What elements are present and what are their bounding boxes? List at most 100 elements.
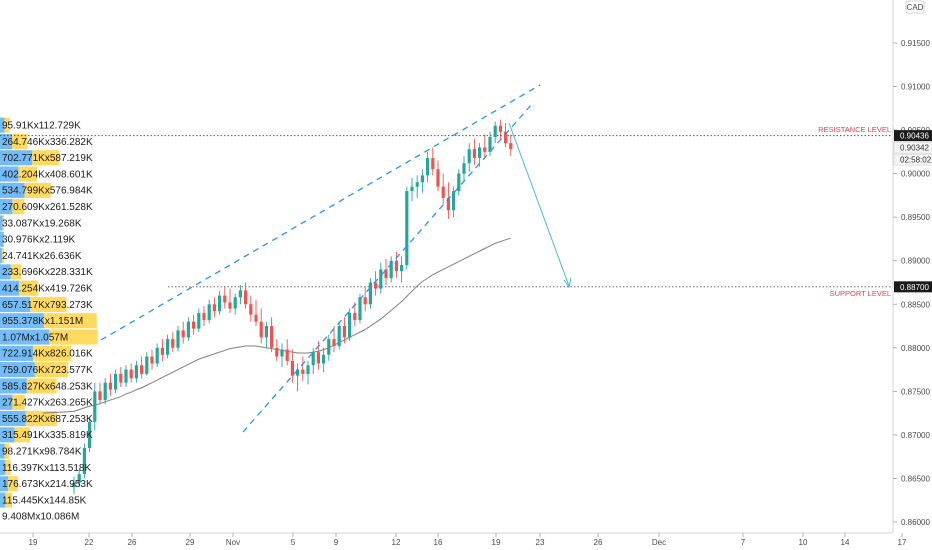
candle-body <box>478 147 482 158</box>
candle-body <box>379 269 383 289</box>
price-tick-label: 0.88500 <box>901 300 930 309</box>
vp-buy-bar <box>0 150 33 166</box>
currency-badge: CAD <box>905 0 925 14</box>
vp-sell-bar <box>5 459 11 475</box>
candle-body <box>358 297 362 320</box>
candle-body <box>342 326 346 338</box>
candle-body <box>176 330 180 348</box>
candle-body <box>238 290 242 298</box>
candle-body <box>374 282 378 289</box>
time-tick-label: 26 <box>128 538 137 547</box>
vp-sell-bar <box>24 182 52 198</box>
vp-label: 9.408Mx10.086M <box>2 512 79 523</box>
vp-label: 722.914Kx826.016K <box>2 349 93 360</box>
vp-sell-bar <box>5 492 12 508</box>
candle-body <box>441 186 445 198</box>
candle-body <box>446 197 450 211</box>
candle-body <box>72 482 76 488</box>
vp-buy-bar <box>0 264 11 280</box>
candle-body <box>420 175 424 183</box>
price-tags: 0.90436 0.90342 02:58:02 0.88700 <box>893 130 932 293</box>
candle-body <box>483 147 487 152</box>
candle-body <box>363 297 367 305</box>
vp-sell-bar <box>14 427 30 443</box>
time-tick-label: 17 <box>898 538 907 547</box>
vp-sell-bar <box>49 329 98 345</box>
volume-profile <box>0 117 98 508</box>
price-tag-box <box>893 153 932 166</box>
candle-body <box>389 260 393 279</box>
price-tag-label: 02:58:02 <box>900 156 932 165</box>
vp-buy-bar <box>0 133 13 149</box>
candle-body <box>160 347 164 355</box>
candle-body <box>202 312 206 320</box>
vp-buy-bar <box>0 345 34 361</box>
candle-body <box>415 182 419 187</box>
vp-label: 657.517Kx793.273K <box>2 300 93 311</box>
candle-body <box>436 169 440 187</box>
candle-body <box>249 304 253 315</box>
time-tick-label: 16 <box>434 538 443 547</box>
price-tag-label: 0.90436 <box>900 132 929 141</box>
currency-badge-box <box>905 0 925 14</box>
candle-body <box>400 265 404 272</box>
vp-label: 759.076Kx723.577K <box>2 365 93 376</box>
candle-body <box>368 282 372 305</box>
candle-body <box>218 295 222 312</box>
time-tick-label: 14 <box>841 538 850 547</box>
price-axis[interactable]: 0.86000 0.86500 0.87000 0.87500 0.88000 0.885… <box>892 0 932 550</box>
ma-line <box>42 237 511 414</box>
vp-sell-bar <box>32 150 60 166</box>
vp-label: 115.445Kx144.85K <box>2 495 87 506</box>
vp-buy-bar <box>0 411 26 427</box>
vp-sell-bar <box>33 345 72 361</box>
vp-buy-bar <box>0 492 6 508</box>
time-tick-label: 29 <box>186 538 195 547</box>
vp-buy-bar <box>0 117 5 133</box>
candle-body <box>114 373 118 390</box>
candle-body <box>140 365 144 374</box>
vp-sell-bar <box>4 443 10 459</box>
vp-label: 24.741Kx26.636K <box>2 251 82 262</box>
currency-label: CAD <box>907 3 924 12</box>
candle-body <box>228 302 232 309</box>
vp-label: 33.087Kx19.268K <box>2 218 82 229</box>
vp-buy-bar <box>0 378 27 394</box>
candle-body <box>171 339 175 348</box>
vp-sell-bar <box>19 280 39 296</box>
time-tick-label: Dec <box>652 538 666 547</box>
candle-body <box>93 391 97 422</box>
price-tag-label: 0.90342 <box>900 144 929 153</box>
time-tick-label: 23 <box>536 538 545 547</box>
candle-body <box>327 339 331 355</box>
price-tag-label: 0.88700 <box>900 283 929 292</box>
candle-body <box>259 321 263 338</box>
candle-body <box>275 347 279 357</box>
candle-body <box>212 304 216 312</box>
vp-buy-bar <box>0 280 20 296</box>
candle-body <box>233 297 237 309</box>
candle-body <box>504 131 508 144</box>
candle-body <box>431 157 435 170</box>
price-tick-label: 0.91500 <box>901 39 930 48</box>
vp-label: 264.746Kx336.282K <box>2 137 93 148</box>
candle-body <box>316 352 320 364</box>
time-tick-label: 19 <box>492 538 501 547</box>
vp-label: 402.204Kx408.601K <box>2 169 93 180</box>
vp-buy-bar <box>0 296 31 312</box>
candle-body <box>426 157 430 176</box>
candle-body <box>498 125 502 132</box>
candle-body <box>488 137 492 152</box>
candle-body <box>452 191 456 211</box>
price-tick-label: 0.88000 <box>901 344 930 353</box>
vp-buy-bar <box>0 166 19 182</box>
price-tick-label: 0.86000 <box>901 518 930 527</box>
time-axis[interactable]: 19 22 26 29 Nov 5 9 12 16 19 23 26 Dec 7 10 14 17 <box>0 532 932 550</box>
candle-body <box>145 356 149 374</box>
candle-body <box>384 269 388 279</box>
vp-buy-bar <box>0 443 5 459</box>
candle-body <box>197 312 201 329</box>
candle-body <box>254 314 258 322</box>
